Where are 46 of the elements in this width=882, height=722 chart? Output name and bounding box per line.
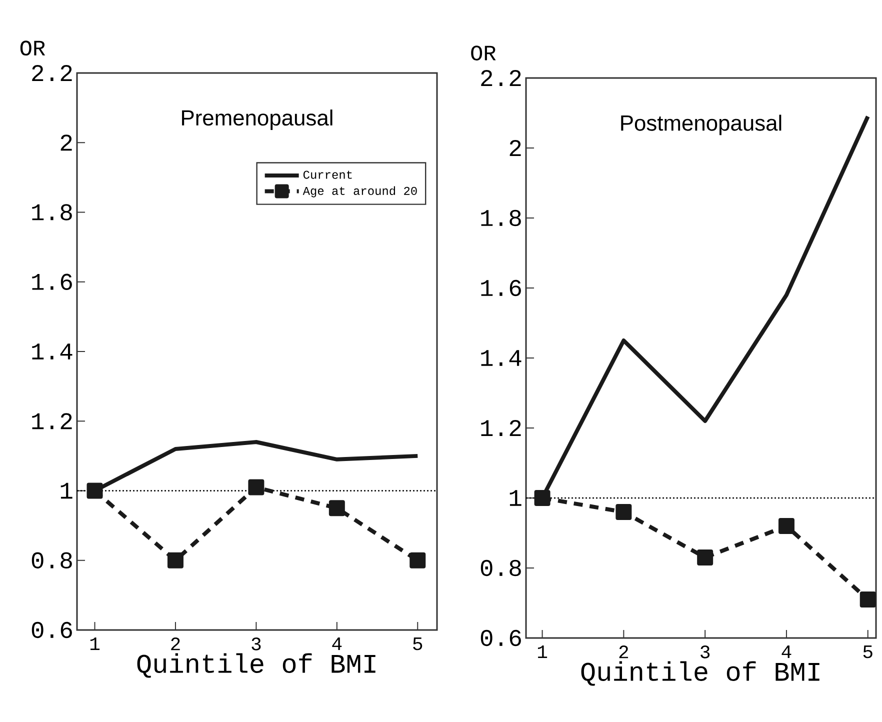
point	[534, 490, 550, 506]
legend-label: Current	[303, 170, 352, 179]
y-axis-title: OR	[471, 46, 496, 60]
y-tick-label: 1.8	[481, 210, 521, 226]
y-tick-label: 0.6	[480, 630, 521, 646]
y-tick-label: 2.2	[32, 65, 72, 81]
y-tick-label: 1.6	[32, 274, 72, 290]
y-tick-label: 1	[60, 482, 72, 499]
y-tick-label: 1.4	[481, 350, 522, 366]
y-tick-label: 2	[60, 134, 72, 151]
point	[328, 500, 345, 516]
y-tick-label: 1.8	[32, 204, 72, 220]
legend-label: Age at around 20	[302, 186, 417, 198]
x-tick-label: 5	[413, 638, 422, 650]
point	[697, 550, 714, 566]
point	[86, 482, 103, 499]
point	[860, 592, 876, 608]
point	[616, 504, 632, 520]
x-tick-label: 4	[782, 646, 792, 658]
y-tick-label: 1.6	[481, 280, 521, 296]
y-tick-label: 1.2	[481, 420, 521, 436]
x-tick-label: 1	[90, 638, 100, 650]
x-tick-label: 1	[538, 646, 548, 658]
y-axis-title: OR	[20, 40, 46, 56]
point	[410, 552, 426, 568]
x-axis-title: Quintile of BMI	[581, 661, 820, 686]
x-axis-title: Quintile of BMI	[137, 653, 376, 678]
y-tick-label: 0.8	[480, 560, 521, 576]
point	[778, 518, 794, 534]
x-tick-label: 3	[252, 638, 261, 650]
point	[167, 552, 184, 568]
y-tick-label: 2.2	[481, 70, 521, 86]
y-tick-label: 1.2	[32, 413, 72, 430]
y-tick-label: 1	[510, 490, 522, 506]
y-tick-label: 1.4	[32, 344, 72, 360]
y-tick-label: 0.8	[32, 552, 72, 568]
y-tick-label: 0.6	[32, 622, 72, 638]
point	[248, 479, 264, 496]
text: Premenopausal	[182, 110, 332, 130]
x-tick-label: 4	[332, 638, 342, 650]
x-tick-label: 2	[171, 638, 180, 650]
text: Postmenopausal	[621, 114, 782, 136]
x-tick-label: 3	[700, 646, 710, 658]
x-tick-label: 2	[619, 646, 628, 658]
x-tick-label: 5	[863, 646, 872, 658]
y-tick-label: 2	[510, 140, 521, 156]
